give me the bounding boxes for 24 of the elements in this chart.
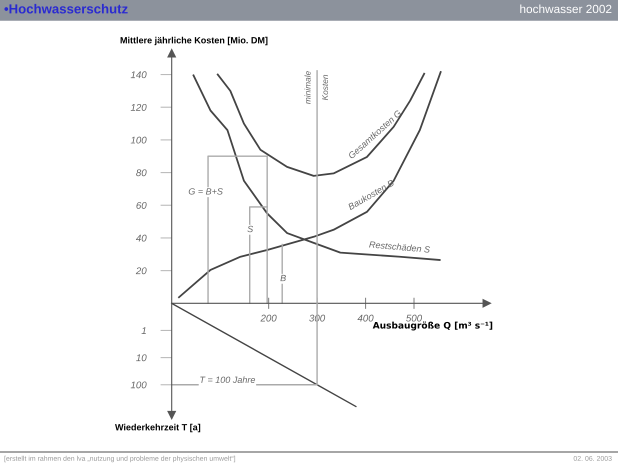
- annotation: T = 100 Jahre: [200, 376, 256, 383]
- annotation: S: [247, 226, 254, 232]
- x-tick-label: 400: [358, 314, 374, 322]
- y-axis-title: Wiederkehrzeit T [a]: [115, 424, 200, 432]
- annotation: G = B+S: [188, 188, 223, 195]
- y-tick-label: 60: [136, 202, 147, 209]
- x-tick-label: 500: [406, 314, 422, 322]
- y-tick-label: 120: [130, 104, 147, 111]
- text: •Hochwasserschutz: [4, 4, 128, 14]
- y-tick-label: 1: [142, 327, 146, 334]
- y-tick-label: 40: [136, 234, 147, 242]
- y-axis-title: Mittlere jährliche Kosten [Mio. DM]: [120, 36, 268, 46]
- y-tick-label: 20: [136, 267, 147, 274]
- series-label: Restschäden S: [369, 240, 430, 253]
- y-tick-label: 10: [136, 354, 147, 362]
- x-axis-title: Ausbaugröße Q [m³ s⁻¹]: [372, 322, 492, 330]
- text: hochwasser 2002: [520, 4, 612, 14]
- y-tick-label: 100: [130, 136, 147, 144]
- y-tick-label: 140: [130, 71, 147, 78]
- annotation: B: [280, 274, 286, 282]
- y-tick-label: 100: [130, 381, 147, 388]
- x-tick-label: 200: [260, 314, 277, 322]
- y-tick-label: 80: [136, 169, 147, 176]
- text: minimale Kosten: [304, 71, 328, 104]
